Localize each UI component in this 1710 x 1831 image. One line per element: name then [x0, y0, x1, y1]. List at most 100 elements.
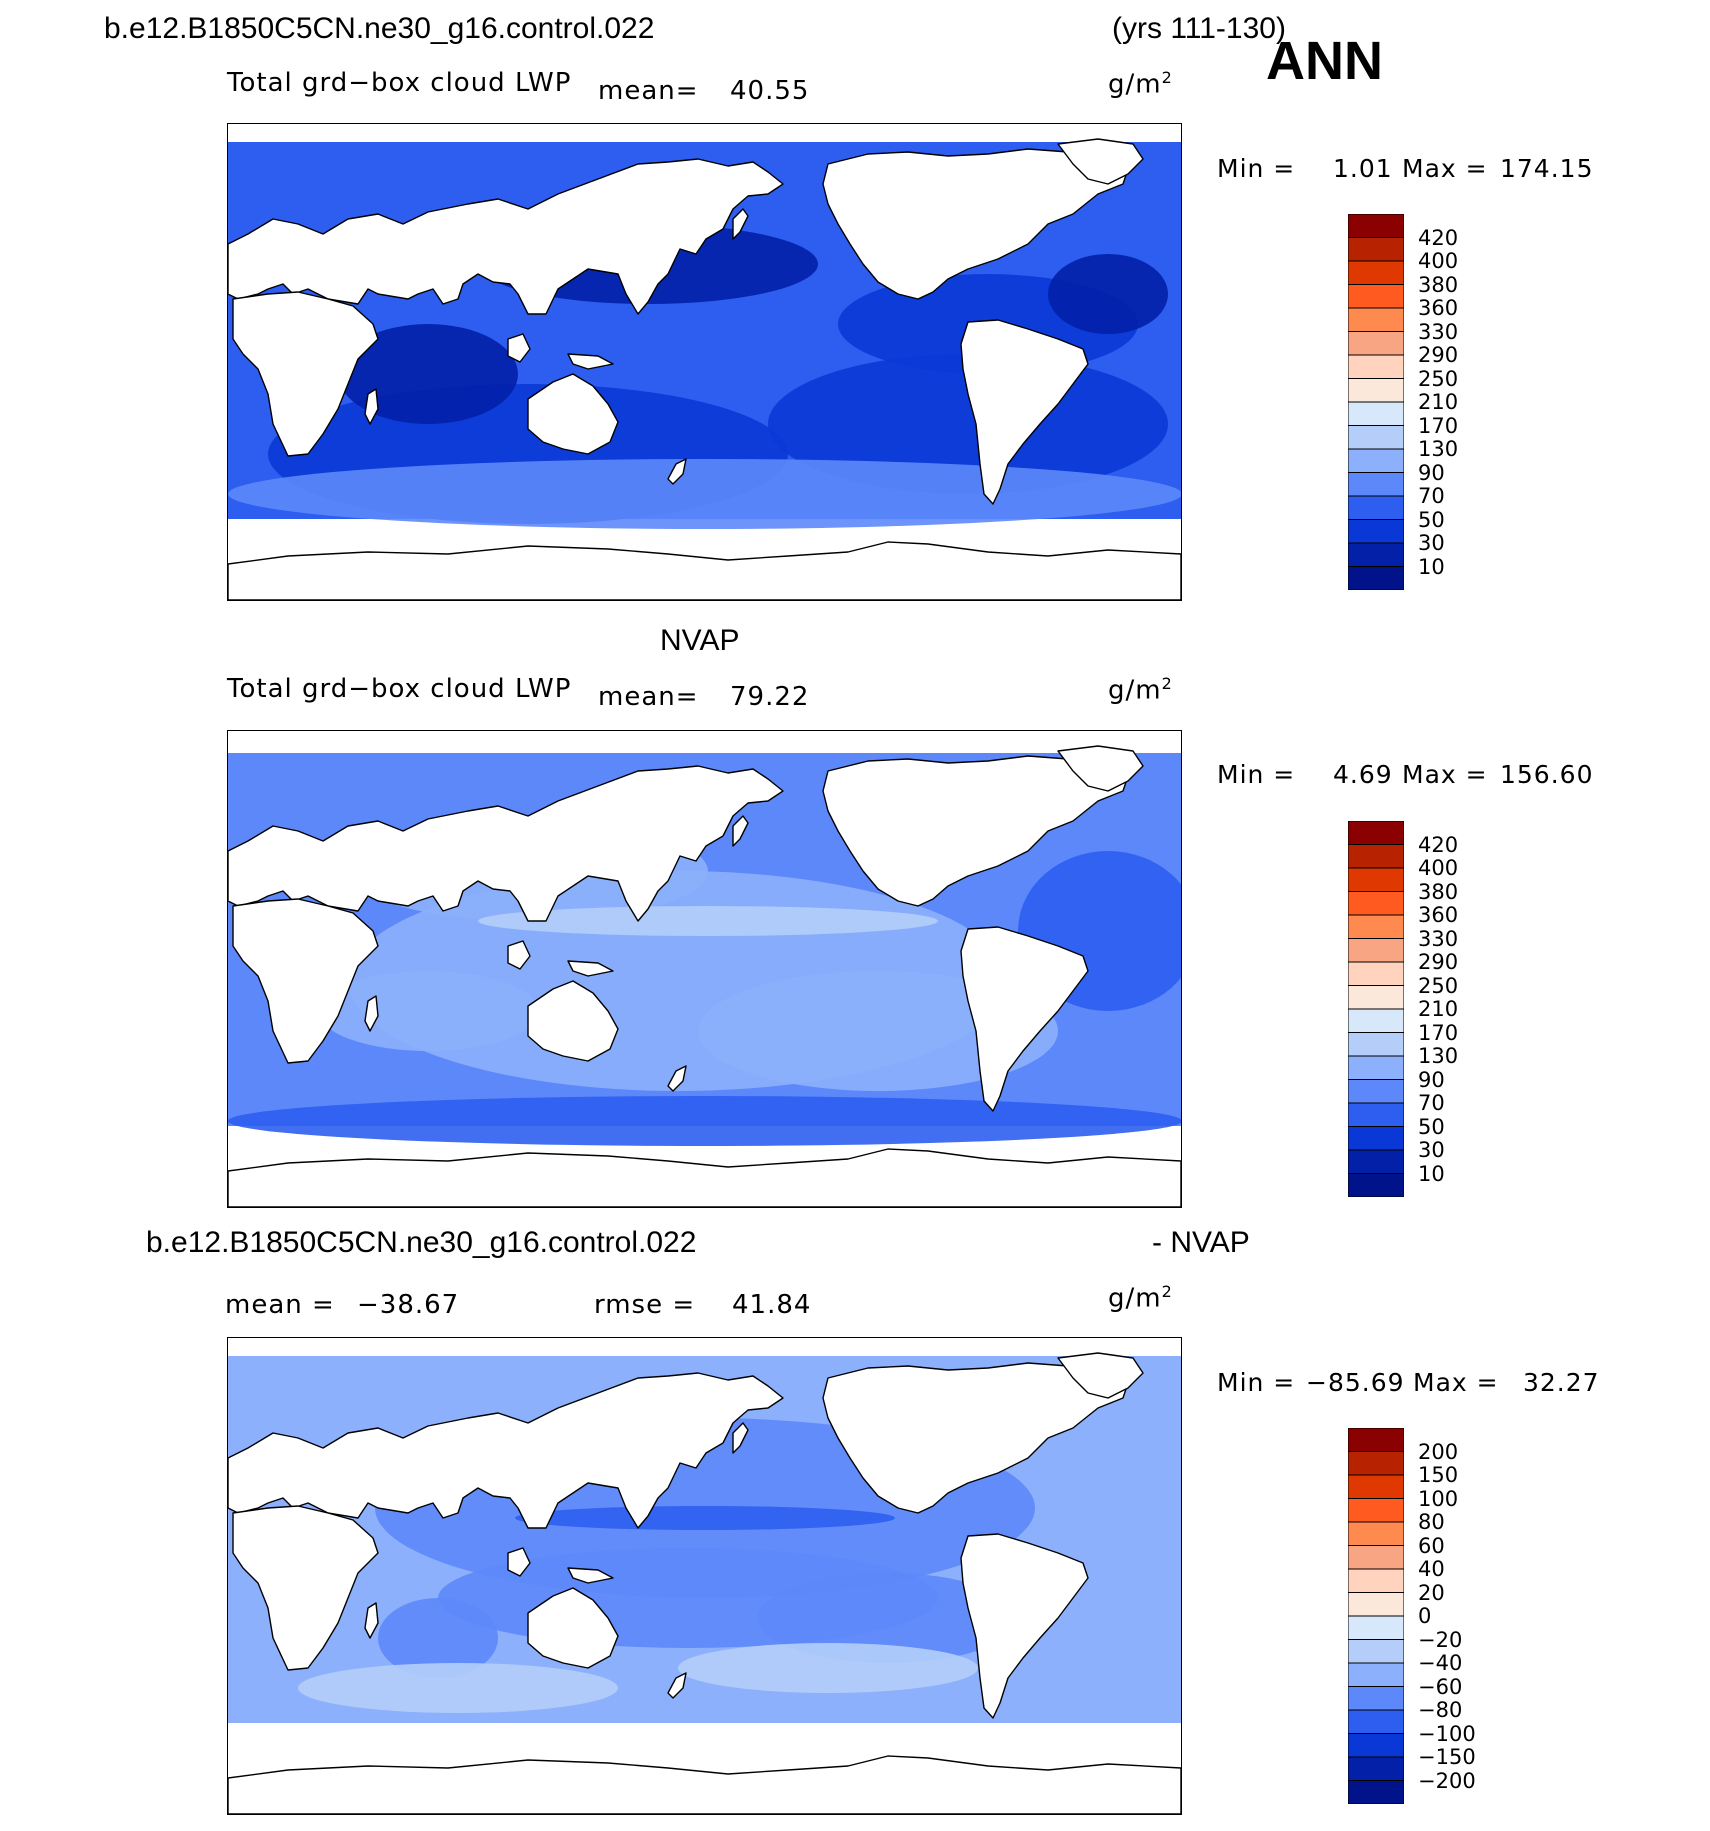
- model-colorbar-tick-label: 10: [1418, 554, 1445, 579]
- obs-colorbar-tick-label: 290: [1418, 950, 1459, 974]
- obs-colorbar-tick-label: 420: [1418, 832, 1459, 857]
- island-greenland: [1057, 1352, 1144, 1399]
- panel1-mean-label: mean=: [598, 76, 699, 106]
- obs-contour-3: [318, 971, 538, 1051]
- model-colorbar-swatch-6: [1348, 354, 1404, 379]
- model-colorbar-tick-label: 70: [1418, 484, 1445, 508]
- panel1-mean-value: 40.55: [730, 76, 810, 106]
- island-japan: [732, 815, 749, 847]
- continent-south-america: [960, 319, 1089, 505]
- continent-north-america: [822, 755, 1129, 907]
- continent-south-america: [960, 926, 1089, 1112]
- model-colorbar-tick-label: 420: [1418, 225, 1459, 250]
- diff-contour-4: [515, 1506, 895, 1530]
- panel1-colorbar: [1348, 214, 1404, 590]
- obs-colorbar-swatch-2: [1348, 867, 1404, 892]
- model-colorbar-tick-label: 250: [1418, 366, 1459, 391]
- obs-colorbar-swatch-14: [1348, 1149, 1404, 1174]
- diff-colorbar-tick-label: 80: [1418, 1510, 1445, 1534]
- model-colorbar-swatch-10: [1348, 448, 1404, 473]
- continent-north-america: [822, 148, 1129, 300]
- diff-colorbar-swatch-15: [1348, 1780, 1404, 1804]
- continent-australia: [527, 1587, 619, 1669]
- diff-colorbar-swatch-14: [1348, 1756, 1404, 1781]
- diff-colorbar-swatch-10: [1348, 1662, 1404, 1687]
- obs-colorbar-tick-label: 70: [1418, 1091, 1445, 1115]
- obs-colorbar-tick-label: 250: [1418, 973, 1459, 998]
- model-colorbar-swatch-11: [1348, 472, 1404, 497]
- panel1-min-label: Min =: [1217, 154, 1296, 183]
- panel3-rmse-value: 41.84: [732, 1290, 812, 1320]
- diff-contour-3: [378, 1598, 498, 1678]
- panel3-units: g/m2: [1108, 1282, 1173, 1314]
- model-colorbar-tick-label: 50: [1418, 507, 1445, 532]
- island-madagascar: [364, 388, 379, 425]
- continent-eurasia-africa: [228, 1372, 784, 1529]
- model-colorbar-swatch-7: [1348, 378, 1404, 403]
- diff-colorbar-tick-label: 0: [1418, 1604, 1432, 1628]
- obs-colorbar-swatch-1: [1348, 844, 1404, 869]
- diff-contour-6: [678, 1643, 978, 1693]
- obs-colorbar-swatch-9: [1348, 1032, 1404, 1057]
- obs-colorbar-tick-label: 50: [1418, 1114, 1445, 1139]
- island-borneo: [507, 333, 531, 363]
- obs-colorbar-swatch-12: [1348, 1102, 1404, 1127]
- panel2-mean-label: mean=: [598, 682, 699, 712]
- model-colorbar-swatch-1: [1348, 237, 1404, 262]
- panel3-max-value: 32.27: [1523, 1368, 1600, 1397]
- obs-colorbar-tick-label: 90: [1418, 1067, 1445, 1092]
- diff-colorbar-tick-label: −100: [1418, 1721, 1476, 1746]
- obs-colorbar-swatch-0: [1348, 821, 1404, 845]
- panel3-rmse-label: rmse =: [594, 1290, 696, 1320]
- panel1-variable: Total grd−box cloud LWP: [227, 68, 572, 98]
- model-colorbar-tick-label: 380: [1418, 272, 1459, 297]
- panel2-max-value: 156.60: [1500, 760, 1594, 789]
- panel2-variable: Total grd−box cloud LWP: [227, 674, 572, 704]
- model-colorbar-tick-label: 210: [1418, 390, 1459, 414]
- island-japan: [732, 1422, 749, 1454]
- panel3-title-right: - NVAP: [1152, 1226, 1250, 1259]
- model-contour-6: [1048, 254, 1168, 334]
- panel2-min-value: 4.69: [1333, 760, 1393, 789]
- obs-colorbar-swatch-8: [1348, 1008, 1404, 1033]
- obs-colorbar-swatch-7: [1348, 985, 1404, 1010]
- diff-colorbar-swatch-6: [1348, 1568, 1404, 1593]
- model-colorbar-tick-label: 400: [1418, 249, 1459, 273]
- model-colorbar-tick-label: 130: [1418, 437, 1459, 461]
- diff-colorbar-swatch-8: [1348, 1615, 1404, 1640]
- island-madagascar: [364, 1602, 379, 1639]
- diff-colorbar-tick-label: 150: [1418, 1463, 1459, 1487]
- obs-contour-6: [478, 906, 938, 936]
- panel3-mean-value: −38.67: [357, 1290, 460, 1320]
- panel2-max-label: Max =: [1402, 760, 1488, 789]
- island-borneo: [507, 1547, 531, 1577]
- panel3-min-label: Min =: [1217, 1368, 1296, 1397]
- diff-colorbar-tick-label: 60: [1418, 1533, 1445, 1558]
- continent-antarctica: [228, 541, 1181, 600]
- island-japan: [732, 208, 749, 240]
- island-greenland: [1057, 745, 1144, 792]
- island-new-zealand: [667, 458, 687, 485]
- panel1-max-value: 174.15: [1500, 154, 1594, 183]
- continent-eurasia-africa: [228, 158, 784, 315]
- diff-colorbar-tick-label: −200: [1418, 1768, 1476, 1793]
- panel1-map: [227, 123, 1182, 601]
- model-colorbar-swatch-0: [1348, 214, 1404, 238]
- island-new-zealand: [667, 1672, 687, 1699]
- model-colorbar-swatch-9: [1348, 425, 1404, 450]
- diff-colorbar-tick-label: −60: [1418, 1674, 1463, 1699]
- continent-antarctica: [228, 1148, 1181, 1207]
- obs-colorbar-swatch-11: [1348, 1079, 1404, 1104]
- continent-south-america: [960, 1533, 1089, 1719]
- continent-africa: [232, 898, 379, 1064]
- obs-colorbar-tick-label: 360: [1418, 903, 1459, 927]
- diff-colorbar-swatch-3: [1348, 1498, 1404, 1523]
- panel1-max-label: Max =: [1402, 154, 1488, 183]
- diff-colorbar-tick-label: −150: [1418, 1745, 1476, 1769]
- panel2-mean-value: 79.22: [730, 682, 810, 712]
- diff-colorbar-tick-label: −20: [1418, 1627, 1463, 1652]
- island-madagascar: [364, 995, 379, 1032]
- model-colorbar-swatch-12: [1348, 495, 1404, 520]
- obs-colorbar-swatch-10: [1348, 1055, 1404, 1080]
- panel1-min-value: 1.01: [1333, 154, 1393, 183]
